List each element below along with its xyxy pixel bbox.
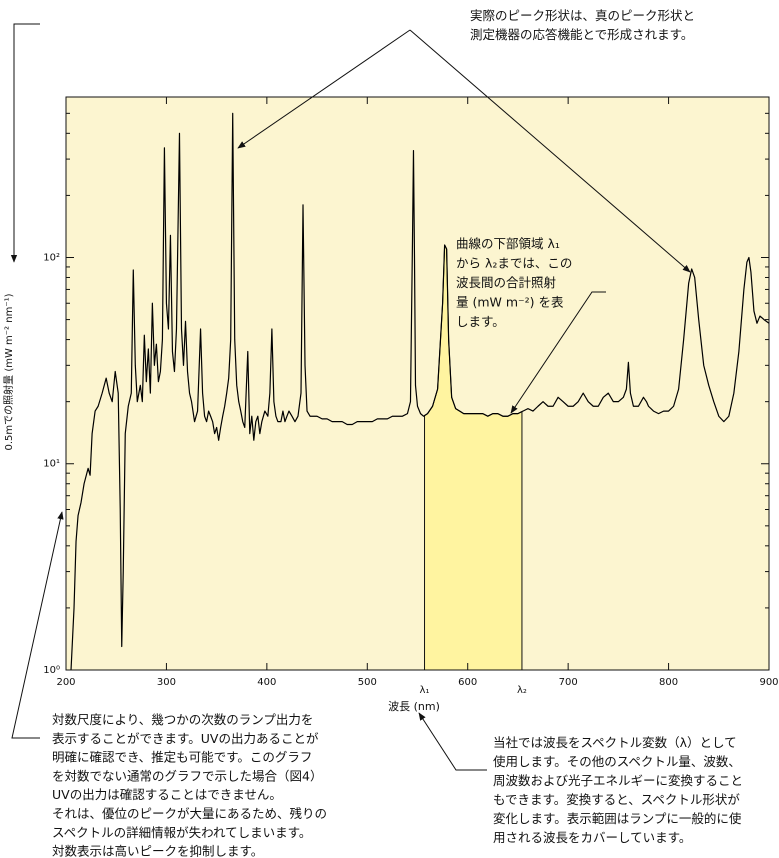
annotation-line: UVの出力は確認することはできません。 [52, 787, 282, 802]
annotation-line: 実際のピーク形状は、真のピーク形状と [470, 8, 695, 23]
annotation-line: 周波数および光子エネルギーに変換すること [493, 773, 743, 788]
annotation-line: 対数表示は高いピークを抑制します。 [52, 844, 263, 858]
x-tick-label: 800 [659, 677, 678, 688]
x-tick-label: 600 [458, 677, 477, 688]
x-tick-label: 500 [358, 677, 377, 688]
annotation-line: 当社では波長をスペクトル変数（λ）として [493, 735, 737, 750]
annotation-arrow [409, 29, 691, 273]
y-tick-label: 10⁰ [43, 665, 60, 676]
annotation-arrow [11, 511, 64, 739]
annotation-line: それは、優位のピークが大量にあるため、残りの [52, 806, 327, 821]
annotation-line: 用される波長をカバーしています。 [493, 830, 691, 845]
x-tick-label: 900 [759, 677, 778, 688]
annotation-line: します。 [456, 314, 505, 329]
y-axis-label: 0.5mでの照射量 (mW m⁻² nm⁻¹) [3, 293, 15, 450]
annotation-line: もできます。変換すると、スペクトル形状が [493, 792, 740, 807]
plot-frame [65, 96, 770, 671]
y-tick-label: 10² [43, 252, 60, 263]
plot-area [66, 97, 769, 670]
annotation-arrow [237, 29, 411, 149]
annotation-line: 測定機器の応答機能とで形成されます。 [470, 27, 693, 42]
annotation: 対数尺度により、幾つかの次数のランプ出力を表示することができます。UVの出力ある… [52, 712, 327, 858]
annotation-arrow [510, 291, 606, 414]
annotation-line: から λ₂までは、この [456, 256, 572, 271]
spectrum-line [70, 112, 770, 671]
annotation-line: を対数でない通常のグラフで示した場合（図4） [52, 768, 322, 783]
annotation: 当社では波長をスペクトル変数（λ）として使用します。その他のスペクトル量、波数、… [493, 735, 743, 845]
annotation-line: 量 (mW m⁻²) を表 [456, 295, 564, 310]
region-label: λ₁ [420, 685, 430, 696]
x-tick-label: 400 [257, 677, 276, 688]
annotation-line: スペクトルの詳細情報が失われてしまいます。 [52, 825, 311, 840]
x-tick-label: 200 [56, 677, 75, 688]
annotation-line: 対数尺度により、幾つかの次数のランプ出力を [52, 712, 313, 727]
y-axis-arrow [10, 23, 40, 263]
annotation-line: 変化します。表示範囲はランプに一般的に使 [493, 811, 742, 826]
x-tick-label: 700 [559, 677, 578, 688]
x-axis-label: 波長 (nm) [388, 700, 440, 713]
region-label: λ₂ [517, 685, 527, 696]
annotation-line: 波長間の合計照射 [456, 275, 556, 290]
annotation-arrow [418, 712, 487, 771]
annotation-line: 曲線の下部領域 λ₁ [456, 236, 560, 251]
y-tick-label: 10¹ [43, 459, 60, 470]
x-tick-label: 300 [157, 677, 176, 688]
annotation-line: 明確に確認でき、推定も可能です。このグラフ [52, 750, 312, 765]
annotation-line: 表示することができます。UVの出力あることが [52, 731, 319, 746]
annotation-line: 使用します。その他のスペクトル量、波数、 [493, 754, 741, 769]
